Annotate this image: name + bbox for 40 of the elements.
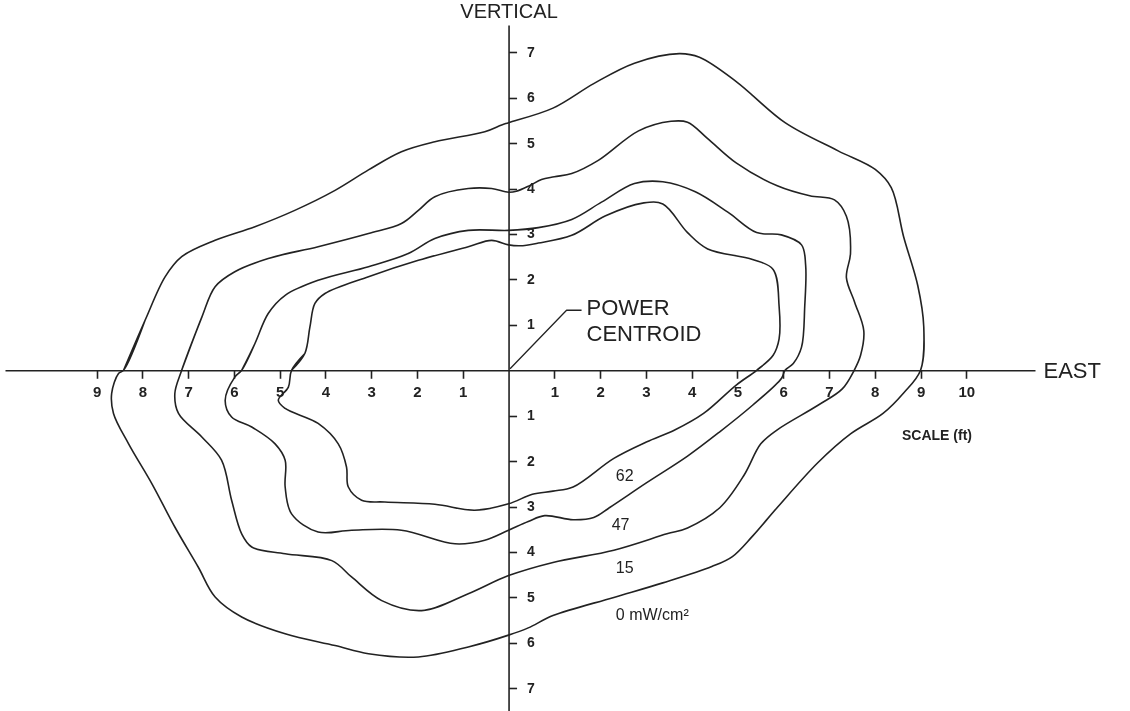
- series-label: 62: [615, 467, 634, 485]
- y-tick-label: 1: [527, 407, 536, 424]
- x-tick-label: 4: [321, 382, 331, 400]
- series-label: 0 mW/cm²: [615, 606, 690, 624]
- x-tick-label: 10: [958, 382, 976, 400]
- x-tick-label: 6: [230, 382, 239, 400]
- annotation: SCALE (ft): [902, 427, 972, 444]
- x-axis-title: EAST: [1043, 357, 1101, 383]
- y-tick-label: 7: [527, 679, 536, 696]
- y-tick-label: 6: [527, 89, 536, 106]
- x-tick-label: 6: [779, 382, 788, 400]
- annotation: POWER CENTROID: [586, 295, 702, 347]
- y-tick-label: 5: [527, 588, 536, 605]
- series-label: 47: [611, 516, 630, 534]
- x-tick-label: 2: [413, 382, 422, 400]
- y-axis-title: VERTICAL: [460, 0, 558, 22]
- y-tick-label: 5: [527, 134, 536, 151]
- y-tick-label: 2: [527, 270, 536, 287]
- y-tick-label: 3: [527, 498, 536, 515]
- x-tick-label: 9: [92, 382, 102, 400]
- series-label: 15: [615, 559, 634, 577]
- y-tick-label: 4: [527, 180, 536, 197]
- y-tick-label: 1: [527, 316, 536, 333]
- x-tick-label: 8: [871, 382, 880, 400]
- x-tick-label: 3: [642, 382, 651, 400]
- x-tick-label: 2: [596, 382, 605, 400]
- x-tick-label: 9: [916, 382, 926, 400]
- x-tick-label: 1: [550, 382, 560, 400]
- x-tick-label: 5: [275, 382, 285, 400]
- x-tick-label: 7: [184, 382, 193, 400]
- x-tick-label: 3: [367, 382, 376, 400]
- x-tick-label: 5: [733, 382, 743, 400]
- x-tick-label: 4: [687, 382, 697, 400]
- y-tick-label: 7: [527, 43, 536, 60]
- y-tick-label: 4: [527, 543, 536, 560]
- y-tick-label: 2: [527, 452, 536, 469]
- x-tick-label: 1: [459, 382, 468, 400]
- x-tick-label: 8: [138, 382, 148, 400]
- x-tick-label: 7: [825, 382, 834, 400]
- y-tick-label: 6: [527, 634, 536, 651]
